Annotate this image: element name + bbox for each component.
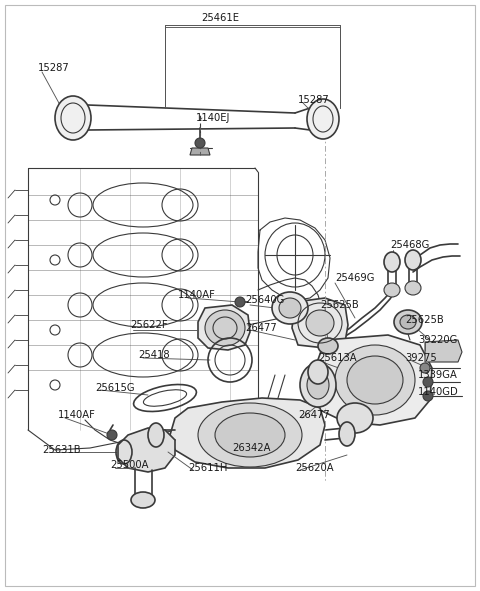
Ellipse shape	[307, 371, 329, 399]
Ellipse shape	[107, 430, 117, 440]
Polygon shape	[118, 428, 175, 472]
Text: 1140EJ: 1140EJ	[196, 113, 230, 123]
Ellipse shape	[394, 310, 422, 334]
Text: 25468G: 25468G	[390, 240, 430, 250]
Ellipse shape	[405, 281, 421, 295]
Ellipse shape	[131, 492, 155, 508]
Text: 1140GD: 1140GD	[418, 387, 459, 397]
Ellipse shape	[195, 138, 205, 148]
Text: 25622F: 25622F	[130, 320, 168, 330]
Text: 39275: 39275	[405, 353, 437, 363]
Ellipse shape	[55, 96, 91, 140]
Text: 25620A: 25620A	[295, 463, 334, 473]
Ellipse shape	[272, 292, 308, 324]
Ellipse shape	[400, 315, 416, 329]
Text: 1140AF: 1140AF	[58, 410, 96, 420]
Ellipse shape	[300, 363, 336, 407]
Text: 26477: 26477	[245, 323, 277, 333]
Polygon shape	[312, 335, 432, 425]
Polygon shape	[170, 398, 325, 468]
Ellipse shape	[423, 377, 433, 387]
Text: 25611H: 25611H	[188, 463, 228, 473]
Text: 25613A: 25613A	[318, 353, 357, 363]
Ellipse shape	[198, 403, 302, 467]
Polygon shape	[190, 148, 210, 155]
Ellipse shape	[347, 356, 403, 404]
Ellipse shape	[337, 403, 373, 433]
Ellipse shape	[335, 345, 415, 415]
Text: 25625B: 25625B	[320, 300, 359, 310]
Ellipse shape	[308, 360, 328, 384]
Polygon shape	[198, 305, 250, 350]
Text: 26477: 26477	[298, 410, 330, 420]
Text: 1339GA: 1339GA	[418, 370, 458, 380]
Text: 25418: 25418	[138, 350, 169, 360]
Text: 26342A: 26342A	[232, 443, 271, 453]
Ellipse shape	[423, 391, 433, 401]
Ellipse shape	[148, 423, 164, 447]
Polygon shape	[292, 298, 348, 348]
Text: 25469G: 25469G	[335, 273, 374, 283]
Text: 25640G: 25640G	[245, 295, 284, 305]
Text: 15287: 15287	[38, 63, 70, 73]
Ellipse shape	[235, 297, 245, 307]
Text: 39220G: 39220G	[418, 335, 457, 345]
Text: 25625B: 25625B	[405, 315, 444, 325]
Ellipse shape	[339, 422, 355, 446]
Ellipse shape	[279, 298, 301, 318]
Text: 25631B: 25631B	[42, 445, 81, 455]
Ellipse shape	[405, 250, 421, 270]
Ellipse shape	[307, 99, 339, 139]
Ellipse shape	[384, 252, 400, 272]
Text: 1140AF: 1140AF	[178, 290, 216, 300]
Ellipse shape	[384, 283, 400, 297]
Ellipse shape	[318, 338, 338, 354]
Polygon shape	[425, 340, 462, 362]
Text: 25461E: 25461E	[201, 13, 239, 23]
Text: 25615G: 25615G	[95, 383, 134, 393]
Text: 15287: 15287	[298, 95, 330, 105]
Text: 25500A: 25500A	[110, 460, 148, 470]
Ellipse shape	[205, 310, 245, 346]
Ellipse shape	[306, 310, 334, 336]
Ellipse shape	[420, 363, 430, 373]
Ellipse shape	[215, 413, 285, 457]
